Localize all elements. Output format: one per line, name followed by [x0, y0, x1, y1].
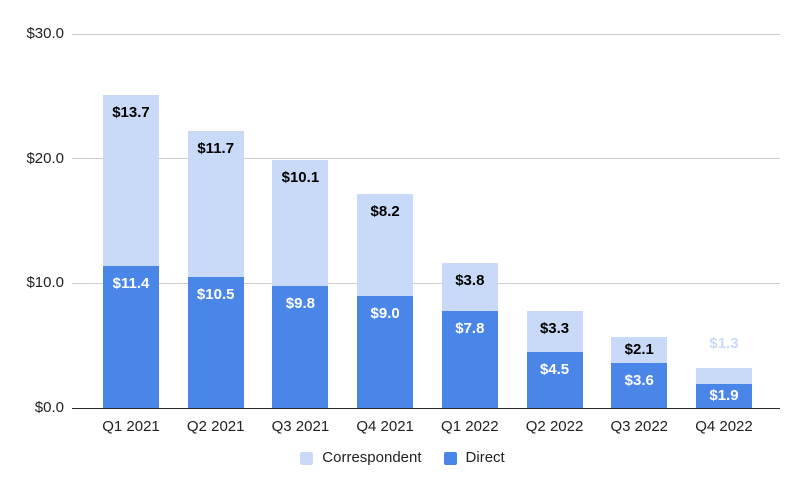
legend-swatch-direct	[443, 451, 457, 465]
data-label-correspondent-q4-2022: $1.3	[709, 335, 739, 353]
bar-segment-correspondent-q2-2022[interactable]	[526, 310, 583, 352]
bar-segment-direct-q1-2022[interactable]	[441, 310, 498, 408]
x-axis-tick-label-q2-2022: Q2 2022	[525, 418, 584, 435]
legend-item-direct[interactable]: Direct	[443, 449, 505, 466]
legend-swatch-correspondent	[300, 451, 314, 465]
y-axis-tick-label: $30.0	[26, 25, 64, 42]
gridline	[72, 33, 780, 35]
y-axis-tick-label: $20.0	[26, 149, 64, 167]
bar-segment-correspondent-q1-2021[interactable]	[103, 95, 159, 266]
bar-segment-direct-q3-2022[interactable]	[611, 363, 668, 408]
x-axis-tick-label-q2-2021: Q2 2021	[186, 418, 245, 435]
x-axis-tick-label-q3-2021: Q3 2021	[271, 418, 330, 435]
x-axis-tick-label-q1-2021: Q1 2021	[102, 418, 160, 435]
legend-label: Correspondent	[322, 449, 422, 466]
bar-segment-direct-q3-2021[interactable]	[272, 285, 329, 408]
bar-segment-direct-q2-2021[interactable]	[187, 277, 244, 408]
y-axis-tick-label: $0.0	[34, 399, 64, 416]
x-axis-tick-label-q1-2022: Q1 2022	[441, 418, 499, 435]
y-axis-tick-label: $10.0	[26, 274, 64, 292]
bar-segment-correspondent-q3-2022[interactable]	[611, 336, 668, 364]
bar-segment-correspondent-q4-2021[interactable]	[357, 193, 414, 296]
gridline	[72, 282, 780, 284]
bar-segment-correspondent-q1-2022[interactable]	[441, 263, 498, 311]
x-axis-tick-label-q3-2022: Q3 2022	[610, 418, 669, 435]
bar-segment-correspondent-q2-2021[interactable]	[187, 131, 244, 278]
bar-segment-direct-q4-2022[interactable]	[695, 384, 752, 408]
gridline	[72, 158, 780, 160]
x-axis-tick-label-q4-2022: Q4 2022	[695, 418, 753, 435]
legend-item-correspondent[interactable]: Correspondent	[300, 449, 422, 466]
legend-label: Direct	[465, 449, 505, 466]
legend: Correspondent Direct	[0, 450, 805, 466]
bar-segment-direct-q1-2021[interactable]	[103, 265, 159, 408]
bar-segment-direct-q4-2021[interactable]	[357, 295, 414, 408]
bar-segment-correspondent-q3-2021[interactable]	[272, 159, 329, 286]
bar-segment-direct-q2-2022[interactable]	[526, 351, 583, 408]
bar-segment-correspondent-q4-2022[interactable]	[695, 368, 752, 385]
x-axis-baseline	[72, 407, 780, 409]
x-axis-tick-label-q4-2021: Q4 2021	[356, 418, 414, 435]
